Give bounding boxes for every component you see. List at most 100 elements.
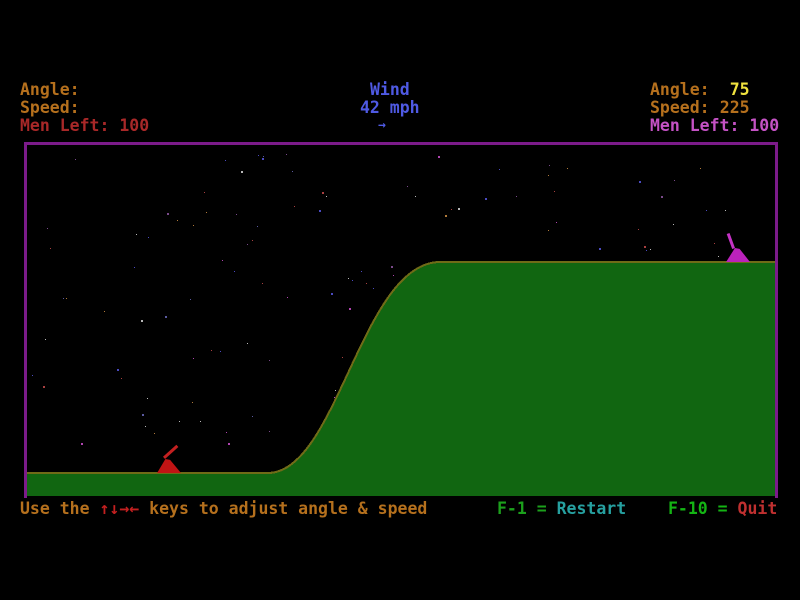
star [349,308,351,310]
star [331,293,333,295]
star [167,213,169,215]
star [548,230,549,231]
star [661,196,663,198]
star [718,256,719,257]
star [438,156,440,158]
star [567,168,568,169]
star [47,228,48,229]
star [190,299,191,300]
star [263,156,264,157]
star [165,316,167,318]
star [286,154,287,155]
star [700,168,701,169]
right-speed-label: Speed: [650,98,710,117]
right-angle-label: Angle: [650,80,710,99]
star [322,192,324,194]
star [50,248,51,249]
star [43,386,45,388]
star [458,208,460,210]
quit-keys: F-10 = [668,499,738,518]
star [136,234,137,235]
star [247,343,248,344]
star [252,416,253,417]
left-angle-label: Angle: [20,80,80,99]
star [342,357,343,358]
star [145,426,146,427]
right-cannon-barrel [726,232,735,250]
star [335,390,336,391]
star [134,267,135,268]
star [334,397,335,398]
star [554,191,555,192]
star [193,225,194,226]
left-player-men-left: Men Left: 100 [20,116,150,135]
star [639,181,641,183]
star [117,369,119,371]
right-player-angle-row: Angle: 75 [650,81,750,99]
star [222,260,223,261]
star [644,246,646,248]
star [673,224,674,225]
star [391,266,393,268]
star [269,360,270,361]
star [674,180,675,181]
star [211,350,212,351]
star [549,165,550,166]
star [269,431,270,432]
help-text: Use the ↑↓→← keys to adjust angle & spee… [20,500,427,518]
wind-direction-arrow-icon: → [378,118,386,133]
star [393,275,394,276]
help-suffix: keys to adjust angle & speed [139,499,428,518]
star [366,283,367,284]
star [499,169,500,170]
playfield[interactable] [24,142,778,498]
star [225,160,226,161]
left-player-angle-row: Angle: [20,81,120,99]
star [373,288,374,289]
restart-keys: F-1 = [497,499,557,518]
terrain [27,261,775,496]
star [319,210,321,212]
star [292,171,293,172]
star [154,433,155,434]
star [451,209,452,210]
star [294,206,295,207]
star [104,311,105,312]
left-cannon [155,441,181,473]
star [63,298,64,299]
left-cannon-body [157,459,181,473]
star [177,220,178,221]
right-angle-value: 75 [729,80,750,99]
star [262,158,264,160]
star [352,280,353,281]
star [75,159,76,160]
star [192,402,193,403]
star [646,250,647,251]
star [287,297,288,298]
star [485,198,487,200]
star [228,443,230,445]
star [236,214,237,215]
restart-hint: F-1 = Restart [497,500,626,518]
star [241,171,243,173]
left-cannon-barrel [162,444,179,459]
wind-label: Wind [370,80,410,99]
star [706,210,707,211]
restart-label: Restart [556,499,627,518]
star [220,351,221,352]
star [548,175,549,176]
help-prefix: Use the [20,499,100,518]
star [32,375,33,376]
star [361,271,362,272]
star [226,432,227,433]
star [179,421,180,422]
wind-value: 42 mph [360,98,420,117]
star [206,212,207,213]
star [415,196,416,197]
star [121,378,122,379]
star [326,196,327,197]
star [252,240,253,241]
star [234,271,235,272]
star [445,215,447,217]
star [650,249,651,250]
